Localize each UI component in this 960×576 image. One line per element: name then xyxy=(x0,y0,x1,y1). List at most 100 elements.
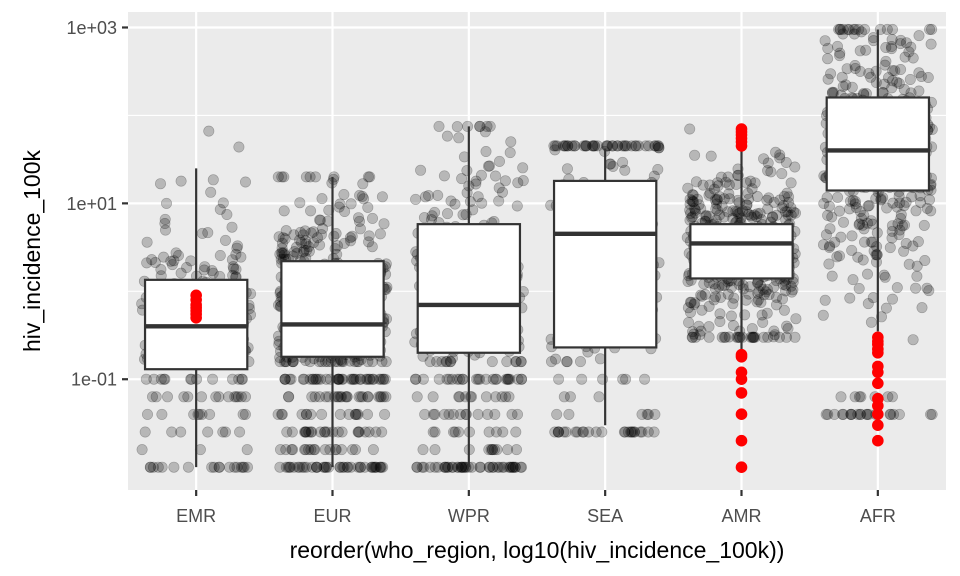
data-point xyxy=(763,289,775,301)
data-point xyxy=(199,261,211,273)
data-point xyxy=(504,373,516,385)
data-point xyxy=(903,46,915,58)
data-point xyxy=(144,461,156,473)
data-point xyxy=(346,444,358,456)
data-point xyxy=(925,38,937,50)
data-point xyxy=(727,298,739,310)
data-point xyxy=(569,140,581,152)
data-point xyxy=(762,157,774,169)
data-point xyxy=(778,190,790,202)
data-point xyxy=(642,408,654,420)
data-point xyxy=(690,176,702,188)
data-point xyxy=(629,140,641,152)
outlier-point xyxy=(872,408,884,421)
data-point xyxy=(895,209,907,221)
outlier-point xyxy=(872,360,884,373)
data-point xyxy=(733,331,745,343)
data-point xyxy=(925,408,937,420)
data-point xyxy=(213,391,225,403)
data-point xyxy=(564,391,576,403)
data-point xyxy=(279,373,291,385)
data-point xyxy=(923,194,935,206)
data-point xyxy=(346,373,358,385)
data-point xyxy=(720,176,732,188)
data-point xyxy=(323,461,335,473)
data-point xyxy=(276,171,288,183)
data-point xyxy=(587,140,599,152)
data-point xyxy=(453,391,465,403)
data-point xyxy=(642,426,654,438)
data-point xyxy=(766,211,778,223)
data-point xyxy=(915,197,927,209)
data-point xyxy=(493,182,505,194)
data-point xyxy=(761,283,773,295)
data-point xyxy=(203,125,215,137)
data-point xyxy=(323,391,335,403)
data-point xyxy=(551,140,563,152)
data-point xyxy=(746,331,758,343)
data-point xyxy=(363,230,375,242)
data-point xyxy=(375,373,387,385)
data-point xyxy=(885,408,897,420)
data-point xyxy=(768,196,780,208)
data-point xyxy=(824,223,836,235)
data-point xyxy=(700,209,712,221)
data-point xyxy=(507,461,519,473)
data-point xyxy=(713,281,725,293)
data-point xyxy=(823,241,835,253)
data-point xyxy=(886,220,898,232)
data-point xyxy=(159,213,171,225)
data-point xyxy=(859,23,871,35)
data-point xyxy=(561,163,573,175)
data-point xyxy=(689,331,701,343)
data-point xyxy=(168,461,180,473)
data-point xyxy=(338,237,350,249)
data-point xyxy=(844,203,856,215)
data-point xyxy=(303,444,315,456)
data-point xyxy=(336,373,348,385)
data-point xyxy=(826,270,838,282)
data-point xyxy=(242,461,254,473)
data-point xyxy=(819,35,831,47)
outlier-point xyxy=(735,408,748,421)
data-point xyxy=(820,408,832,420)
data-point xyxy=(456,173,468,185)
x-tick-label: AFR xyxy=(860,506,896,526)
data-point xyxy=(483,426,495,438)
data-point xyxy=(853,219,865,231)
data-point xyxy=(316,193,328,205)
data-point xyxy=(822,73,834,85)
data-point xyxy=(857,219,869,231)
data-point xyxy=(376,191,388,203)
data-point xyxy=(870,256,882,268)
boxplot-emr xyxy=(143,168,249,468)
data-point xyxy=(710,203,722,215)
data-point xyxy=(781,320,793,332)
data-point xyxy=(165,255,177,267)
data-point xyxy=(779,206,791,218)
data-point xyxy=(205,186,217,198)
data-point xyxy=(202,426,214,438)
data-point xyxy=(846,230,858,242)
data-point xyxy=(746,323,758,335)
data-point xyxy=(351,408,363,420)
data-point xyxy=(226,221,238,233)
data-point xyxy=(304,373,316,385)
data-point xyxy=(349,408,361,420)
data-point xyxy=(845,408,857,420)
data-point xyxy=(198,264,210,276)
data-point xyxy=(285,373,297,385)
data-point xyxy=(316,408,328,420)
data-point xyxy=(280,444,292,456)
data-point xyxy=(776,293,788,305)
data-point xyxy=(150,391,162,403)
data-point xyxy=(716,331,728,343)
data-point xyxy=(834,50,846,62)
data-point xyxy=(894,224,906,236)
data-point xyxy=(288,246,300,258)
outlier-point xyxy=(872,434,884,447)
data-point xyxy=(501,356,513,368)
data-point xyxy=(849,195,861,207)
data-point xyxy=(703,189,715,201)
data-point xyxy=(325,356,337,368)
